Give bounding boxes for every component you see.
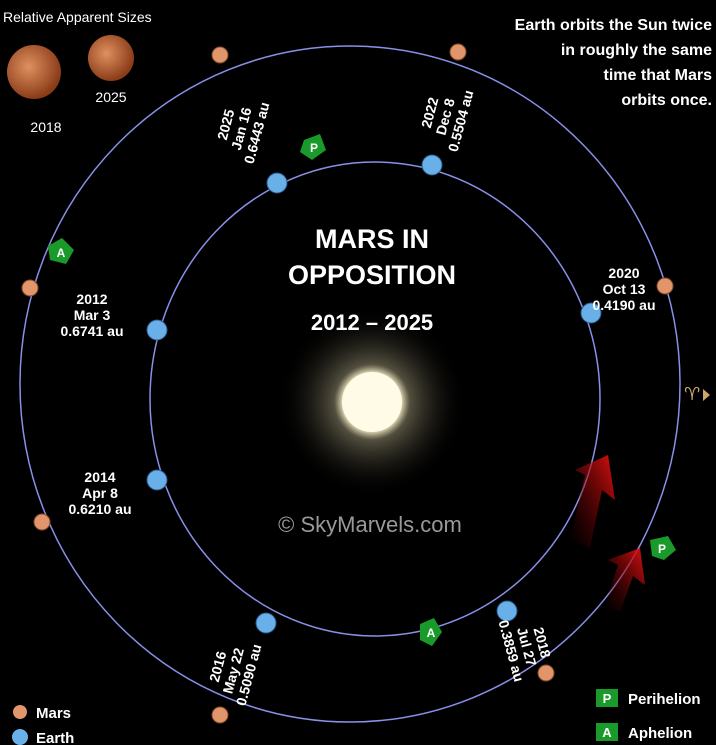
- svg-text:P: P: [310, 141, 318, 155]
- diagram: P P A A MARS INOPPOSITION 2012 – 2025 © …: [0, 0, 716, 745]
- earth: [147, 470, 167, 490]
- earth: [422, 155, 442, 175]
- svg-text:P: P: [658, 542, 666, 556]
- svg-text:P: P: [603, 691, 612, 706]
- mars: [450, 44, 466, 60]
- watermark: © SkyMarvels.com: [278, 512, 462, 537]
- subtitle: 2012 – 2025: [311, 310, 433, 335]
- svg-text:A: A: [602, 725, 612, 740]
- sizes-large-label: 2018: [30, 119, 61, 135]
- mars-large: [7, 45, 61, 99]
- legend-perihelion: P Perihelion: [596, 689, 701, 708]
- mars: [22, 280, 38, 296]
- mars: [212, 707, 228, 723]
- svg-text:Aphelion: Aphelion: [628, 725, 692, 742]
- earth: [497, 601, 517, 621]
- legend-earth-swatch: [12, 729, 28, 745]
- legend-mars: Mars: [36, 705, 71, 722]
- vernal-equinox: ♈: [684, 384, 700, 404]
- earth: [256, 613, 276, 633]
- sizes-small-label: 2025: [95, 89, 126, 105]
- legend-mars-swatch: [13, 705, 27, 719]
- sun-core: [342, 372, 402, 432]
- mars: [212, 47, 228, 63]
- mars: [657, 278, 673, 294]
- earth: [147, 320, 167, 340]
- svg-text:Perihelion: Perihelion: [628, 691, 701, 708]
- mars: [538, 665, 554, 681]
- mars: [34, 514, 50, 530]
- svg-text:A: A: [57, 246, 66, 260]
- legend-earth: Earth: [36, 730, 74, 745]
- svg-text:A: A: [427, 626, 436, 640]
- mars-small: [88, 35, 134, 81]
- earth: [267, 173, 287, 193]
- legend-aphelion: A Aphelion: [596, 723, 692, 742]
- sizes-title: Relative Apparent Sizes: [3, 9, 152, 25]
